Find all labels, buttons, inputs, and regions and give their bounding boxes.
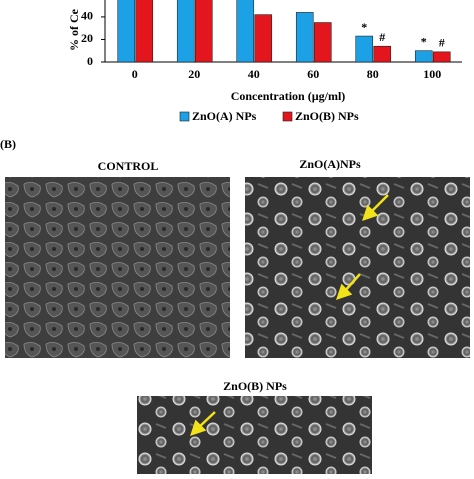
y-axis-label: % of Ce: [67, 8, 81, 51]
micrograph: [137, 396, 372, 474]
x-axis-label: Concentration (µg/ml): [231, 89, 346, 103]
x-tick-label: 60: [307, 67, 319, 81]
bar: [432, 51, 451, 62]
bar: [373, 45, 392, 62]
legend-swatch: [282, 111, 293, 122]
bar: [176, 0, 195, 62]
bar: [313, 22, 332, 62]
image-caption: ZnO(A)NPs: [299, 157, 361, 171]
bar: [135, 0, 154, 62]
bar: [236, 0, 255, 62]
x-tick-label: 0: [132, 67, 138, 81]
legend-label: ZnO(B) NPs: [295, 109, 359, 123]
micrograph: [5, 177, 230, 358]
annotation: #: [379, 30, 385, 44]
y-tick-label: 40: [81, 9, 93, 23]
y-tick-label: 20: [81, 31, 93, 45]
x-tick-label: 40: [248, 67, 260, 81]
x-tick-label: 20: [188, 67, 200, 81]
image-caption: CONTROL: [98, 159, 159, 173]
bar: [414, 50, 433, 62]
x-tick-label: 100: [423, 67, 441, 81]
legend-label: ZnO(A) NPs: [192, 109, 257, 123]
bar: [295, 12, 314, 62]
image-caption: ZnO(B) NPs: [223, 379, 287, 393]
annotation: *: [361, 20, 367, 34]
panel-label: (B): [0, 137, 16, 151]
y-tick-label: 0: [87, 54, 93, 68]
annotation: #: [439, 36, 445, 50]
bar: [254, 14, 273, 62]
bar: [355, 35, 374, 62]
x-tick-label: 80: [367, 67, 379, 81]
annotation: *: [421, 34, 427, 48]
arrows: [190, 194, 389, 436]
micrograph: [245, 177, 470, 358]
bar: [194, 0, 213, 62]
bars: [117, 0, 451, 62]
bar: [117, 0, 136, 62]
bar-chart: % of Ce Concentration (µg/ml) 0 20 40 0 20 40…: [67, 0, 462, 123]
legend-swatch: [179, 111, 190, 122]
